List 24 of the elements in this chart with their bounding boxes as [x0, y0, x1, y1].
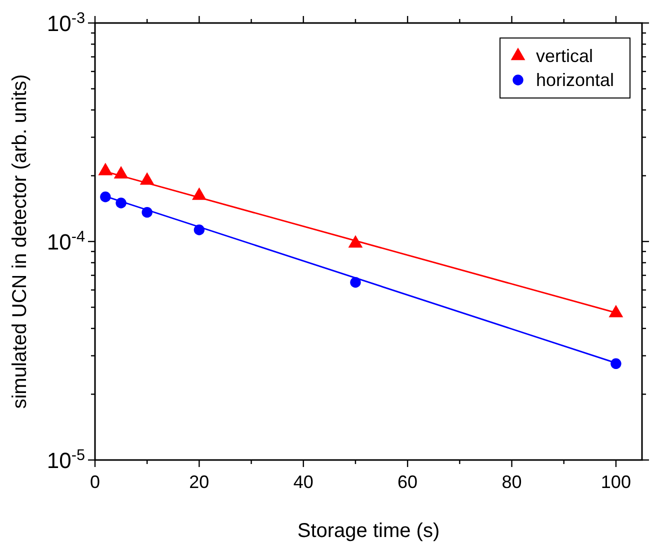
point [98, 162, 113, 176]
y-tick-label: 10$^{-5}$ [46, 446, 85, 473]
x-tick-label: 40 [293, 472, 314, 492]
point [348, 235, 363, 248]
point [116, 198, 126, 208]
y-tick-label: 10$^{-3}$ [46, 10, 85, 36]
x-tick-label: 80 [502, 472, 522, 492]
x-axis-title: Storage time (s) [297, 520, 440, 542]
point [140, 172, 154, 185]
x-tick-label: 0 [90, 472, 100, 492]
x-tick-label: 100 [600, 472, 631, 492]
point [100, 192, 111, 202]
legend-label: horizontal [536, 70, 614, 90]
x-tick-label: 20 [189, 472, 210, 492]
point [192, 187, 206, 200]
point [142, 206, 152, 218]
point [350, 277, 361, 288]
point [194, 224, 205, 236]
x-tick-label: 60 [398, 472, 418, 492]
point [114, 166, 128, 178]
legend-label: vertical [536, 46, 594, 66]
y-axis-title: simulated UCN in detector (arb. units) [9, 74, 31, 409]
point [610, 358, 622, 370]
y-tick-label: 10$^{-4}$ [46, 228, 86, 254]
